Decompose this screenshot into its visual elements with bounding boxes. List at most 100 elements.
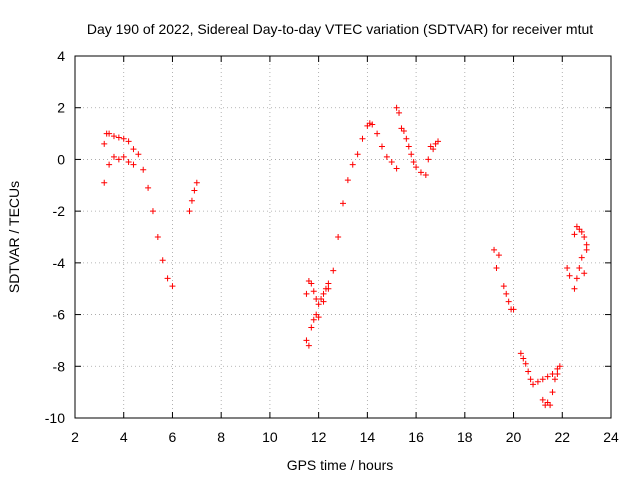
data-point [320,290,327,297]
data-point [503,290,510,297]
series-arc-i [564,246,590,292]
data-point [534,378,541,385]
data-point [159,257,166,264]
data-point [576,265,583,272]
data-point [400,127,407,134]
data-point [310,316,317,323]
data-points [101,104,590,409]
data-point [539,376,546,383]
data-point [125,138,132,145]
x-tick-label: 16 [408,429,424,445]
y-tick-label: 4 [57,48,65,64]
data-point [581,234,588,240]
data-point [120,135,127,142]
series-arc-a-upper [101,130,176,290]
data-point [349,161,356,168]
data-point [410,159,417,166]
data-point [305,342,312,349]
data-point [325,280,332,287]
data-point [495,252,502,259]
data-point [193,179,200,186]
series-arc-g [517,350,563,388]
data-point [315,301,322,308]
plot-frame [74,55,612,419]
x-tick-label: 4 [120,429,128,445]
data-point [135,151,142,158]
data-point [581,270,588,277]
x-tick-label: 18 [457,429,473,445]
data-point [169,283,176,290]
x-tick-label: 10 [262,429,278,445]
y-axis-label: SDTVAR / TECUs [6,181,22,293]
data-point [125,159,132,166]
series-arc-e [393,104,442,178]
data-point [383,153,390,160]
y-tick-label: -4 [53,255,66,271]
data-point [115,134,122,141]
data-point [520,355,527,362]
data-point [530,381,537,388]
data-point [578,254,585,261]
data-point [425,156,432,163]
data-point [510,306,517,313]
data-point [393,104,400,111]
data-point [149,208,156,215]
data-point [322,285,329,292]
data-point [354,151,361,158]
data-point [310,288,317,295]
x-tick-label: 8 [217,429,225,445]
data-point [140,166,147,173]
data-point [549,389,556,396]
x-tick-label: 6 [169,429,177,445]
data-point [571,285,578,292]
data-point [303,337,310,344]
data-point [527,376,534,383]
data-point [491,246,498,253]
data-point [539,396,546,403]
grid-lines [75,56,611,418]
x-tick-label: 24 [603,429,619,445]
data-point [120,153,127,160]
data-point [544,373,551,380]
x-axis-label: GPS time / hours [287,457,394,473]
series-arc-a-lower [101,153,137,186]
data-point [500,283,507,290]
x-tick-label: 2 [71,429,79,445]
data-point [388,159,395,166]
data-point [505,298,512,305]
data-point [422,171,429,178]
data-point [554,371,561,378]
data-point [110,153,117,160]
series-arc-c [303,120,400,349]
data-point [522,360,529,367]
data-point [493,265,500,272]
data-point [374,130,381,137]
data-point [106,161,113,168]
data-point [344,177,351,184]
data-point [413,164,420,171]
data-point [188,197,195,204]
data-point [393,165,400,172]
data-point [573,275,580,282]
chart-title: Day 190 of 2022, Sidereal Day-to-day VTE… [87,21,593,37]
data-point [571,231,578,238]
data-point [191,187,198,194]
x-tick-label: 12 [311,429,327,445]
data-point [303,290,310,297]
data-point [115,156,122,163]
x-tick-label: 20 [506,429,522,445]
data-point [369,121,376,128]
data-point [359,135,366,142]
data-point [130,161,137,168]
data-point [145,184,152,191]
data-point [583,246,590,253]
y-tick-label: 2 [57,100,65,116]
data-point [164,275,171,282]
data-point [330,267,337,274]
data-point [566,272,573,279]
data-point [186,208,193,215]
data-point [378,143,385,150]
data-point [525,368,532,375]
